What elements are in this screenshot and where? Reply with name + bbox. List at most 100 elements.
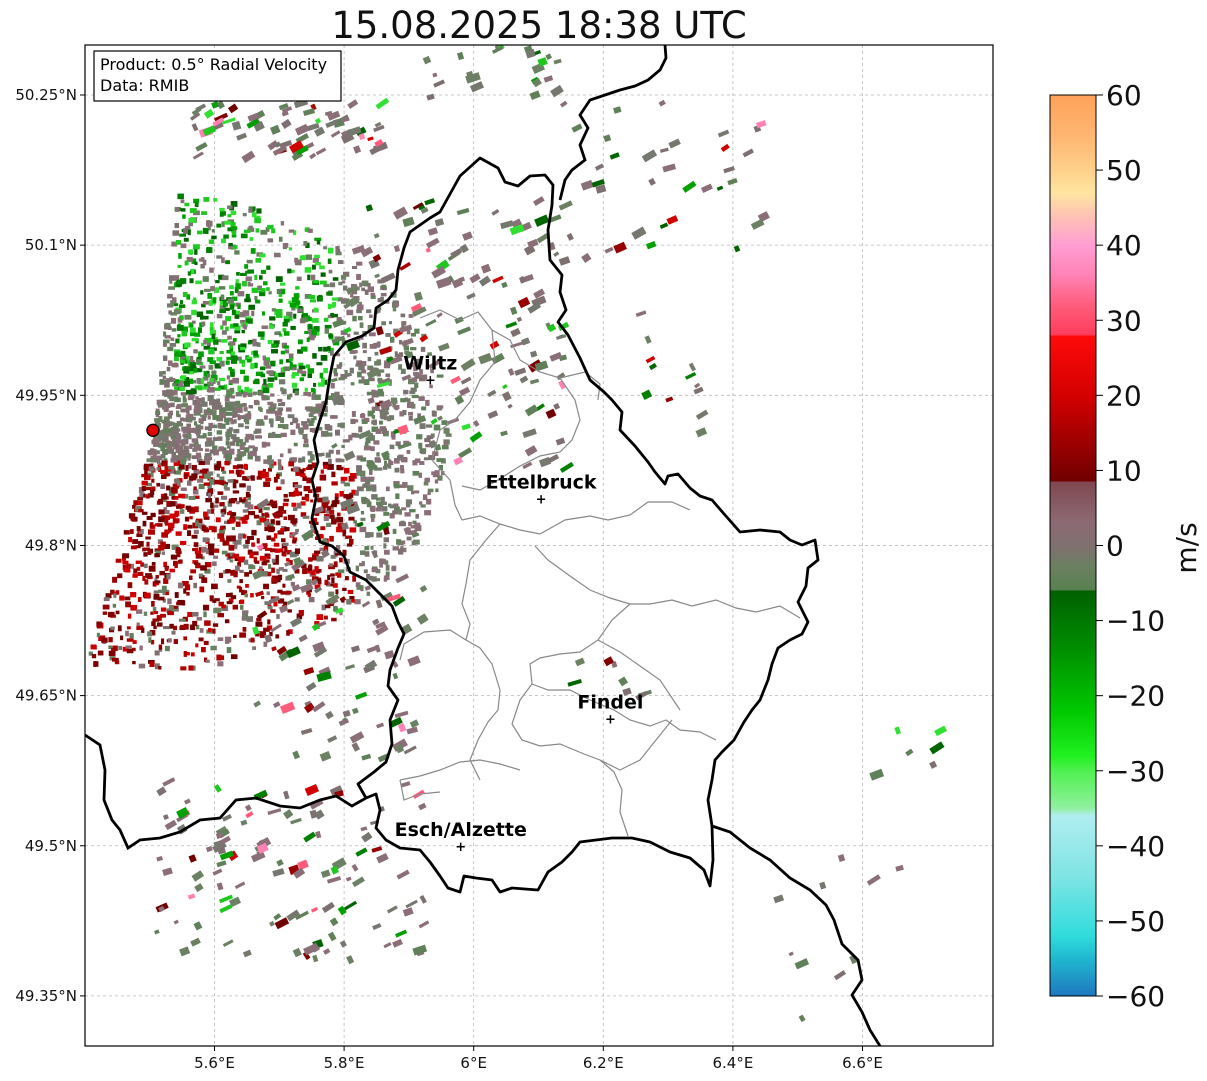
echo-streak [395,743,405,754]
echo-pixel [356,455,363,461]
echo-streak [549,241,556,251]
echo-pixel [235,279,239,285]
echo-pixel [195,396,199,400]
echo-pixel [226,349,232,354]
echo-pixel [237,291,245,297]
echo-pixel [312,569,320,574]
echo-pixel [288,461,294,467]
echo-pixel [323,430,329,437]
echo-pixel [219,213,224,217]
echo-pixel [220,495,228,500]
echo-pixel [184,342,190,348]
echo-pixel [334,493,339,499]
echo-pixel [225,411,233,416]
echo-streak [351,863,359,872]
echo-pixel [197,478,204,483]
echo-pixel [297,484,302,489]
colorbar-tick-label: −40 [1106,830,1165,863]
echo-pixel [200,556,205,560]
echo-pixel [238,423,244,428]
echo-pixel [173,639,179,644]
echo-pixel [163,407,169,412]
echo-pixel [126,626,131,630]
echo-pixel [178,451,185,457]
echo-pixel [244,298,251,303]
echo-pixel [314,577,322,582]
echo-pixel [178,445,184,451]
echo-pixel [251,434,255,441]
echo-pixel [267,455,272,462]
echo-pixel [394,467,400,473]
echo-pixel [204,453,212,457]
echo-pixel [328,269,333,274]
echo-pixel [350,382,355,386]
echo-pixel [161,460,168,467]
echo-streak [688,362,697,372]
echo-streak [733,245,741,253]
echo-streak [312,701,326,713]
echo-pixel [154,580,161,584]
echo-streak [399,324,413,333]
echo-pixel [237,535,243,540]
echo-pixel [259,253,266,258]
echo-pixel [219,526,224,531]
echo-pixel [231,595,237,600]
echo-pixel [219,351,224,355]
echo-pixel [166,421,173,427]
echo-pixel [159,570,165,576]
echo-pixel [289,362,293,368]
echo-pixel [217,613,225,618]
echo-pixel [198,523,203,529]
echo-streak [453,39,458,44]
echo-pixel [174,510,180,517]
echo-pixel [307,228,313,233]
echo-pixel [186,591,190,596]
echo-streak [312,954,319,963]
echo-pixel [177,279,184,285]
echo-pixel [253,399,259,406]
colorbar-tick-label: −60 [1106,980,1165,1013]
echo-pixel [276,288,282,295]
echo-pixel [218,385,225,390]
echo-pixel [374,351,379,356]
echo-pixel [212,599,217,603]
echo-streak [406,726,419,735]
echo-streak [346,955,355,965]
echo-pixel [202,276,209,282]
echo-pixel [255,435,262,439]
echo-pixel [324,423,330,430]
echo-streak [221,813,232,822]
echo-pixel [96,621,102,628]
map-area[interactable]: +Wiltz+Ettelbruck+Findel+Esch/Alzette [85,39,993,1046]
echo-pixel [283,331,290,336]
echo-streak [331,335,346,344]
echo-streak [268,595,281,605]
echo-pixel [195,452,202,459]
echo-streak [256,498,270,510]
echo-pixel [299,255,306,261]
echo-pixel [336,516,344,523]
echo-pixel [325,604,331,609]
echo-pixel [371,516,375,522]
echo-pixel [319,265,325,270]
echo-pixel [302,515,310,519]
echo-streak [271,646,277,652]
echo-pixel [189,332,197,337]
echo-pixel [344,482,350,487]
echo-pixel [371,389,375,395]
echo-pixel [169,342,177,347]
echo-pixel [240,233,248,239]
echo-pixel [117,625,122,632]
echo-pixel [313,416,317,421]
echo-pixel [394,458,400,464]
echo-pixel [209,595,214,602]
echo-streak [365,460,378,472]
echo-pixel [155,450,160,455]
echo-pixel [183,380,190,387]
echo-streak [304,784,320,797]
echo-pixel [434,470,440,476]
echo-pixel [271,228,276,234]
echo-pixel [158,401,166,407]
echo-pixel [341,280,346,284]
